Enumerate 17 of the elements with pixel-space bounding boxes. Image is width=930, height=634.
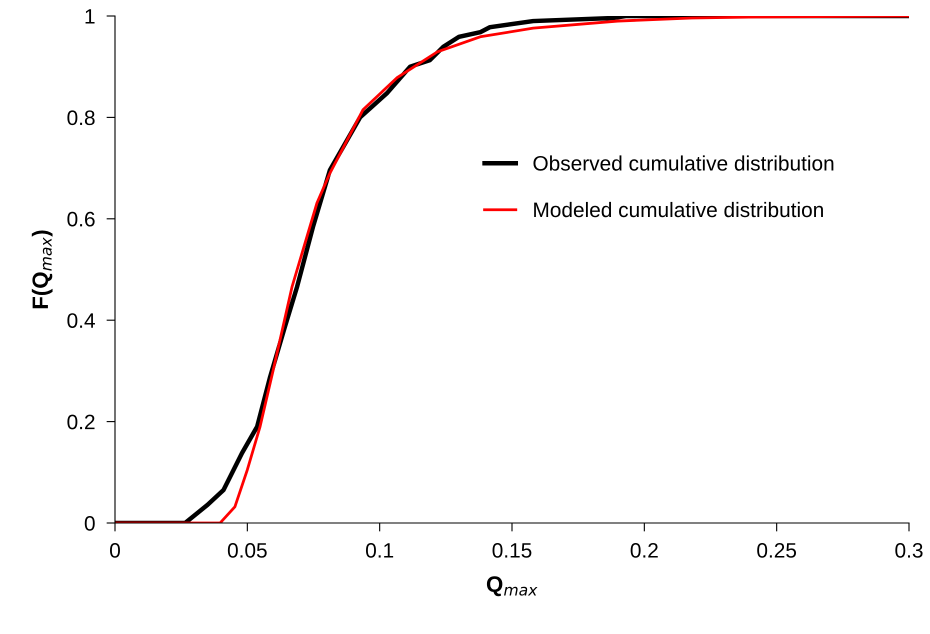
x-tick-label: 0.15 bbox=[492, 542, 532, 558]
y-tick-label: 0 bbox=[84, 516, 95, 531]
y-tick-label: 0.4 bbox=[67, 313, 95, 328]
x-tick-label: 0.25 bbox=[757, 542, 796, 558]
legend-label: Observed cumulative distribution bbox=[533, 155, 834, 171]
x-tick-label: 0 bbox=[110, 542, 120, 558]
x-tick-label: 0.1 bbox=[366, 542, 394, 558]
x-axis-title: Q$_{max}$ bbox=[486, 576, 538, 596]
x-tick-label: 0.3 bbox=[895, 542, 923, 558]
y-tick-label: 1 bbox=[86, 9, 95, 24]
y-axis-title: F(Q$_{max}$) bbox=[32, 230, 53, 308]
x-tick-label: 0.05 bbox=[228, 542, 267, 558]
y-tick-label: 0.6 bbox=[67, 212, 95, 227]
y-tick-label: 0.2 bbox=[67, 414, 95, 430]
y-tick-label: 0.8 bbox=[67, 110, 95, 126]
legend-label: Modeled cumulative distribution bbox=[534, 202, 823, 218]
x-tick-label: 0.2 bbox=[630, 542, 658, 558]
